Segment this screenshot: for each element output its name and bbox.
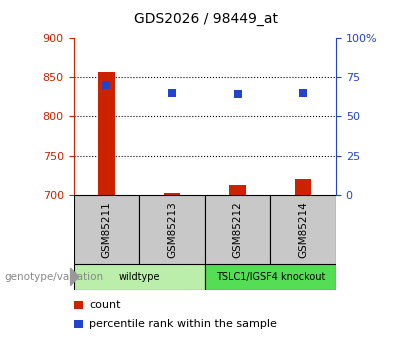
- Text: count: count: [89, 300, 121, 310]
- Text: TSLC1/IGSF4 knockout: TSLC1/IGSF4 knockout: [216, 272, 325, 282]
- Bar: [205, 264, 336, 290]
- Text: GSM85212: GSM85212: [233, 201, 243, 258]
- Polygon shape: [71, 268, 79, 286]
- Text: wildtype: wildtype: [118, 272, 160, 282]
- Text: percentile rank within the sample: percentile rank within the sample: [89, 319, 277, 329]
- Bar: [74, 320, 83, 328]
- Bar: [74, 195, 139, 264]
- Bar: [98, 72, 115, 195]
- Bar: [229, 185, 246, 195]
- Text: genotype/variation: genotype/variation: [4, 272, 103, 282]
- Bar: [295, 179, 311, 195]
- Text: GSM85211: GSM85211: [101, 201, 111, 258]
- Text: GDS2026 / 98449_at: GDS2026 / 98449_at: [134, 12, 278, 26]
- Bar: [270, 195, 336, 264]
- Bar: [205, 195, 270, 264]
- Text: GSM85213: GSM85213: [167, 201, 177, 258]
- Bar: [74, 264, 205, 290]
- Text: GSM85214: GSM85214: [298, 201, 308, 258]
- Bar: [139, 195, 205, 264]
- Bar: [164, 193, 180, 195]
- Bar: [74, 301, 83, 309]
